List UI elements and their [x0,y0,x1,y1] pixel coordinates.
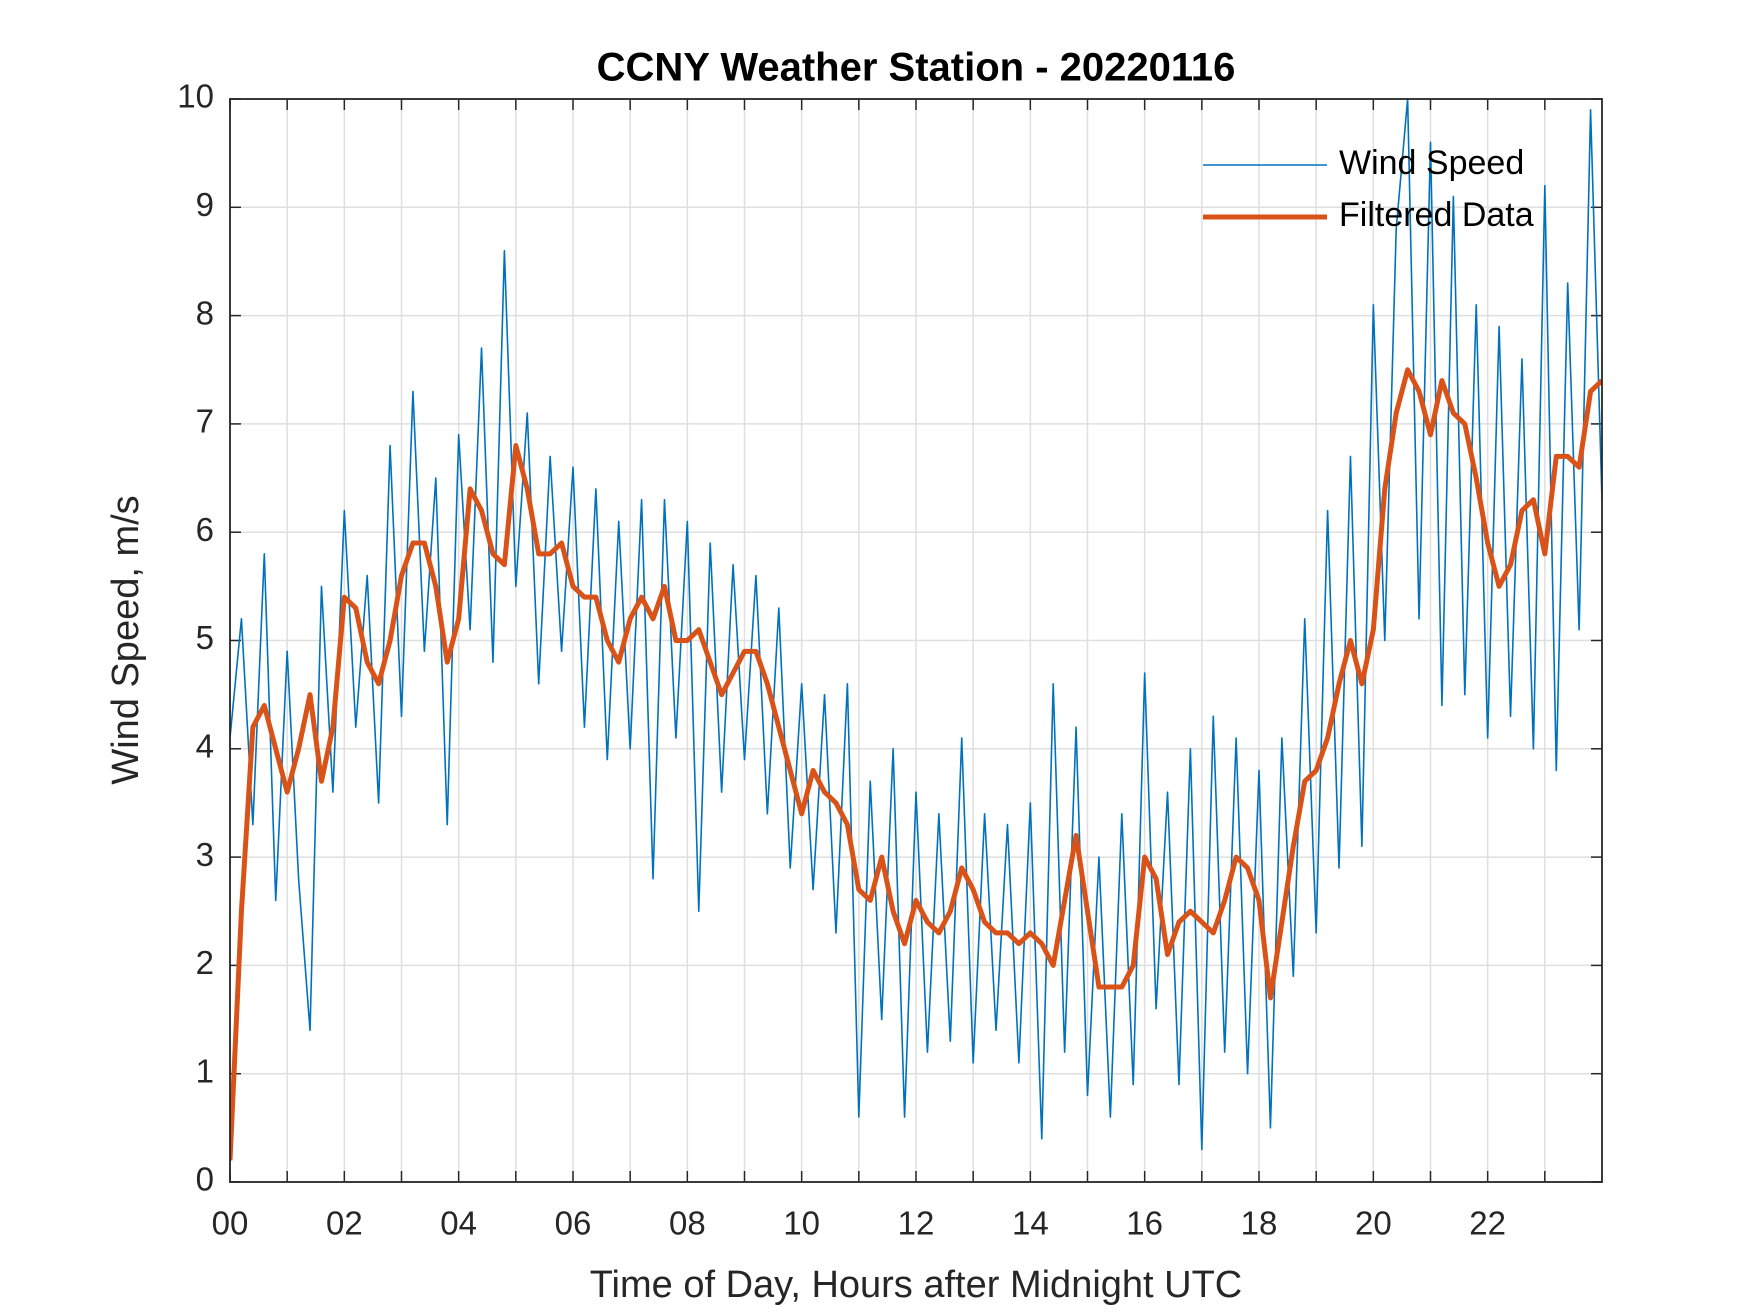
x-tick-label: 06 [555,1205,592,1242]
y-tick-label: 4 [196,728,214,765]
x-tick-label: 16 [1126,1205,1163,1242]
y-tick-label: 0 [196,1161,214,1198]
y-tick-label: 7 [196,403,214,440]
axes-box [229,98,1603,1183]
x-tick-label: 12 [898,1205,935,1242]
x-tick-label: 18 [1241,1205,1278,1242]
legend-label: Filtered Data [1339,196,1534,234]
x-tick-label: 20 [1355,1205,1392,1242]
y-tick-label: 6 [196,511,214,548]
y-tick-label: 3 [196,836,214,873]
y-tick-label: 1 [196,1052,214,1089]
y-tick-label: 10 [177,78,214,115]
y-tick-label: 5 [196,619,214,656]
y-tick-label: 8 [196,294,214,331]
x-tick-label: 14 [1012,1205,1049,1242]
x-tick-label: 02 [326,1205,363,1242]
y-tick-label: 9 [196,186,214,223]
data-line [230,367,1602,1161]
x-tick-label: 22 [1469,1205,1506,1242]
x-tick-label: 04 [440,1205,477,1242]
legend-label: Wind Speed [1339,144,1524,182]
x-tick-label: 08 [669,1205,706,1242]
x-tick-label: 00 [212,1205,249,1242]
y-tick-label: 2 [196,944,214,981]
data-line [230,99,1602,1151]
x-axis-label: Time of Day, Hours after Midnight UTC [590,1264,1243,1306]
chart-title: CCNY Weather Station - 20220116 [597,46,1236,90]
x-tick-label: 10 [783,1205,820,1242]
y-axis-label: Wind Speed, m/s [105,495,147,784]
